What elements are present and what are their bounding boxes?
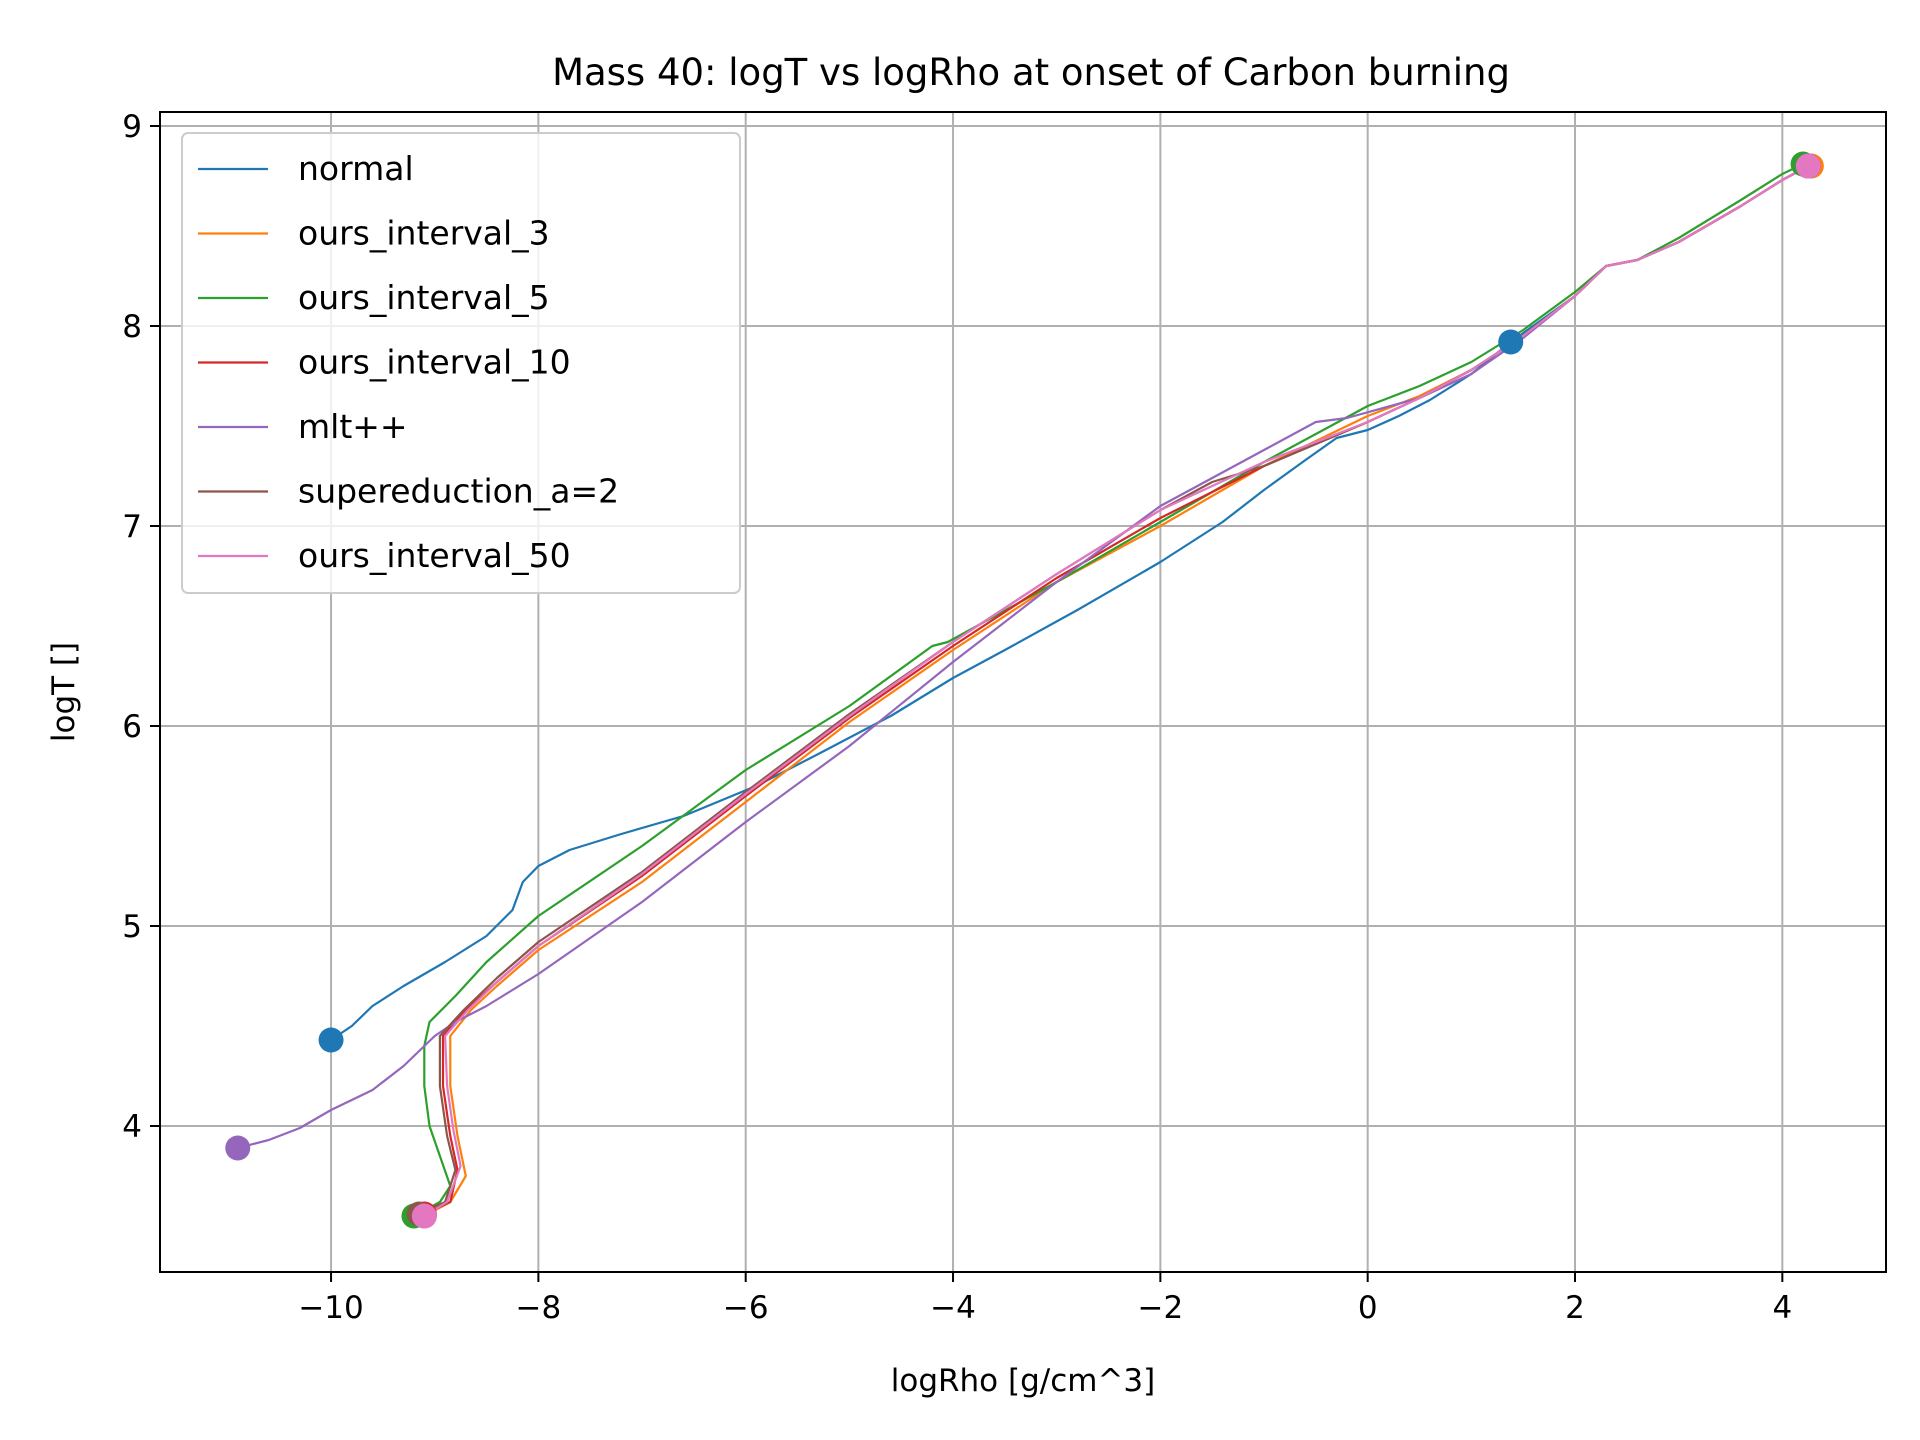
x-tick-label: −4 (930, 1290, 976, 1326)
y-tick-label: 5 (122, 909, 142, 945)
series-layer (225, 151, 1824, 1229)
series-endpoint-marker (225, 1135, 251, 1161)
x-tick-label: −6 (723, 1290, 769, 1326)
series-6 (423, 165, 1809, 1217)
series-line (423, 165, 1809, 1217)
legend-frame (181, 132, 741, 594)
x-tick-label: −10 (298, 1290, 363, 1326)
legend-item: mlt++ (198, 407, 408, 446)
legend-item: supereduction_a=2 (198, 472, 619, 511)
x-tick-label: −8 (516, 1290, 562, 1326)
legend-item: ours_interval_3 (198, 214, 550, 253)
legend-label: mlt++ (298, 407, 408, 446)
series-endpoint-marker (1498, 329, 1524, 355)
y-tick-label: 8 (122, 309, 142, 345)
legend-item: ours_interval_5 (198, 278, 550, 317)
y-tick-label: 9 (122, 109, 142, 145)
plot-frame (159, 111, 1887, 1273)
x-tick-label: −2 (1138, 1290, 1184, 1326)
y-tick-label: 4 (122, 1109, 142, 1145)
series-endpoint-marker (318, 1027, 344, 1053)
legend-item: ours_interval_10 (198, 343, 571, 382)
legend-label: ours_interval_5 (298, 278, 550, 317)
legend: normal ours_interval_3 ours_interval_5ours… (181, 132, 741, 594)
y-axis-label: logT [] (46, 642, 82, 742)
x-tick-label: 2 (1565, 1290, 1585, 1326)
x-axis-label: logRho [g/cm^3] (891, 1363, 1156, 1399)
chart-title: Mass 40: logT vs logRho at onset of Carb… (552, 51, 1510, 94)
y-tick-label: 6 (122, 709, 142, 745)
axis-ticks: −10 −8 −6 −4 −2 0 2 4 4 5 6 7 8 9 (122, 109, 1792, 1326)
y-tick-label: 7 (122, 509, 142, 545)
x-tick-label: 0 (1358, 1290, 1378, 1326)
series-endpoint-marker (1795, 153, 1821, 179)
legend-item: ours_interval_50 (198, 536, 571, 575)
legend-label: ours_interval_50 (298, 536, 571, 575)
legend-item: normal (198, 149, 414, 188)
legend-label: normal (298, 149, 414, 188)
legend-label: ours_interval_10 (298, 343, 571, 382)
legend-label: supereduction_a=2 (298, 472, 619, 511)
x-tick-label: 4 (1772, 1290, 1792, 1326)
series-endpoint-marker (411, 1203, 437, 1229)
legend-label: ours_interval_3 (298, 214, 550, 253)
